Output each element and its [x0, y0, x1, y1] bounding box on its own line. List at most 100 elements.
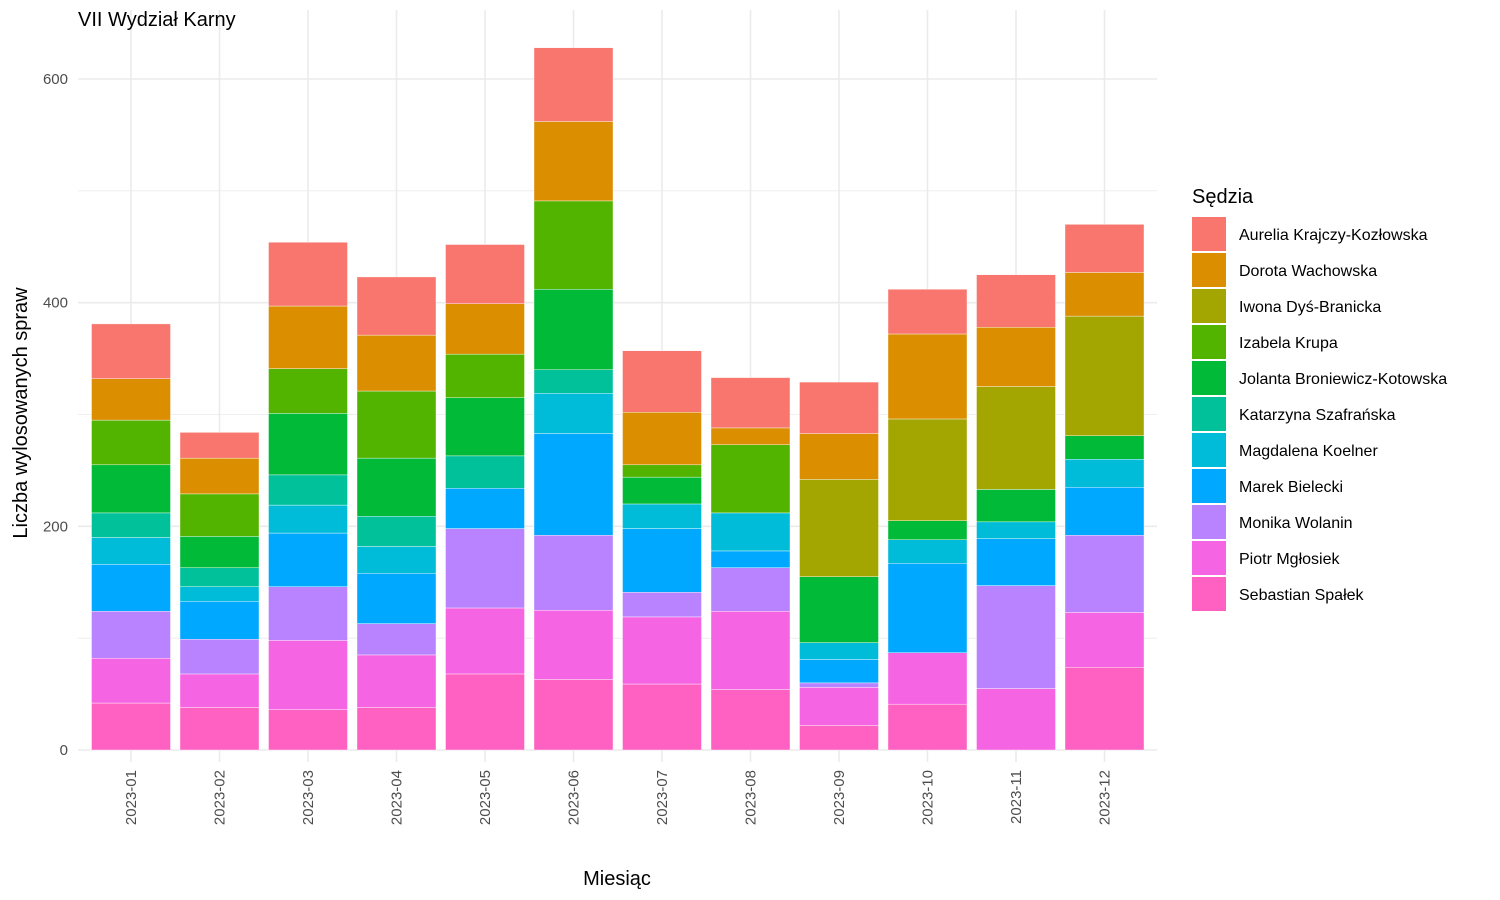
bar-segment: [799, 642, 879, 660]
legend-label: Iwona Dyś-Branicka: [1239, 299, 1381, 316]
bar-segment: [268, 305, 348, 369]
bar-segment: [179, 707, 260, 751]
bar-segment: [356, 334, 437, 392]
bar-segment: [710, 611, 791, 690]
legend-swatch: [1192, 433, 1226, 467]
bar-segment: [268, 709, 348, 751]
bar-segment: [533, 369, 614, 394]
bar-segment: [445, 353, 525, 398]
bar-segment: [356, 276, 437, 336]
bar-segment: [887, 563, 968, 653]
bar-segment: [91, 512, 171, 538]
bar-segment: [91, 611, 171, 659]
bar-segment: [1064, 459, 1145, 488]
x-tick-label: 2023-05: [477, 770, 494, 825]
bar-segment: [268, 504, 348, 534]
legend-label: Aurelia Krajczy-Kozłowska: [1239, 227, 1428, 244]
bar-segment: [976, 521, 1056, 539]
bar-segment: [799, 381, 879, 434]
x-axis: 2023-01 2023-02 2023-03 2023-04 2023-05 2023-…: [123, 770, 1114, 825]
bar-segment: [799, 433, 879, 480]
bar-segment: [445, 303, 525, 355]
x-tick-label: 2023-01: [123, 770, 140, 825]
bar-segment: [533, 535, 614, 611]
bar-segment: [622, 503, 702, 529]
bar-segment: [1064, 315, 1145, 436]
legend-swatch: [1192, 325, 1226, 359]
bar-segment: [356, 546, 437, 574]
bar-segment: [887, 539, 968, 564]
bar-segment: [1064, 667, 1145, 751]
bar-segment: [533, 433, 614, 536]
bar-segment: [1064, 486, 1145, 536]
bar-segment: [179, 493, 260, 537]
legend-label: Katarzyna Szafrańska: [1239, 407, 1396, 424]
legend-label: Piotr Mgłosiek: [1239, 551, 1340, 568]
bar-segment: [622, 528, 702, 593]
bar-segment: [1064, 612, 1145, 668]
x-tick-label: 2023-08: [743, 770, 760, 825]
bar-segment: [710, 512, 791, 552]
bar-segment: [268, 532, 348, 587]
bar-segment: [533, 121, 614, 202]
bar-segment: [1064, 224, 1145, 273]
bar-segment: [268, 474, 348, 506]
x-tick-label: 2023-06: [566, 770, 583, 825]
y-tick-label: 0: [60, 742, 68, 759]
y-tick-label: 600: [43, 71, 68, 88]
legend-label: Marek Bielecki: [1239, 479, 1343, 496]
legend-swatch: [1192, 361, 1226, 395]
legend-label: Sebastian Spałek: [1239, 587, 1365, 604]
bar-segment: [710, 567, 791, 612]
bar-segment: [91, 464, 171, 514]
bar-segment: [91, 702, 171, 751]
bar-segment: [622, 412, 702, 466]
bar-segment: [179, 567, 260, 587]
bar-segment: [91, 378, 171, 421]
bar-segment: [710, 444, 791, 514]
bar-segment: [445, 673, 525, 751]
bar-segment: [1064, 435, 1145, 460]
chart-title: VII Wydział Karny: [78, 9, 236, 31]
x-tick-label: 2023-11: [1008, 770, 1025, 824]
x-axis-title: Miesiąc: [583, 868, 651, 890]
bar-segment: [533, 47, 614, 122]
bar-segment: [356, 457, 437, 517]
bar-segment: [622, 464, 702, 478]
bar-segment: [622, 350, 702, 413]
legend-label: Magdalena Koelner: [1239, 443, 1378, 460]
bar-segment: [622, 592, 702, 618]
legend-swatch: [1192, 541, 1226, 575]
bar-segment: [445, 488, 525, 529]
y-tick-label: 200: [43, 518, 68, 535]
bar-segment: [445, 244, 525, 304]
bar-segment: [356, 390, 437, 459]
bar-segment: [976, 274, 1056, 328]
legend-swatch: [1192, 397, 1226, 431]
bar-segment: [179, 432, 260, 459]
bar-segment: [91, 323, 171, 379]
bar-segment: [179, 536, 260, 568]
bar-segment: [799, 725, 879, 751]
bar-segment: [533, 200, 614, 290]
bar-segment: [356, 516, 437, 547]
legend: Sędzia Aurelia Krajczy-Kozłowska Dorota W…: [1192, 186, 1447, 611]
bar-segment: [622, 476, 702, 505]
bar-segment: [887, 289, 968, 335]
bar-segment: [179, 601, 260, 640]
bar-segment: [976, 585, 1056, 689]
x-tick-label: 2023-02: [212, 770, 229, 825]
bar-segment: [622, 683, 702, 751]
bar-segment: [887, 703, 968, 751]
legend-label: Dorota Wachowska: [1239, 263, 1377, 280]
bar-segment: [799, 687, 879, 726]
bar-segment: [976, 489, 1056, 523]
bar-segment: [710, 550, 791, 568]
x-tick-label: 2023-10: [920, 770, 937, 825]
bar-segment: [445, 397, 525, 457]
bar-segment: [622, 616, 702, 685]
bar-segment: [710, 427, 791, 445]
y-axis: 0 200 400 600: [43, 71, 68, 759]
x-tick-label: 2023-03: [300, 770, 317, 825]
